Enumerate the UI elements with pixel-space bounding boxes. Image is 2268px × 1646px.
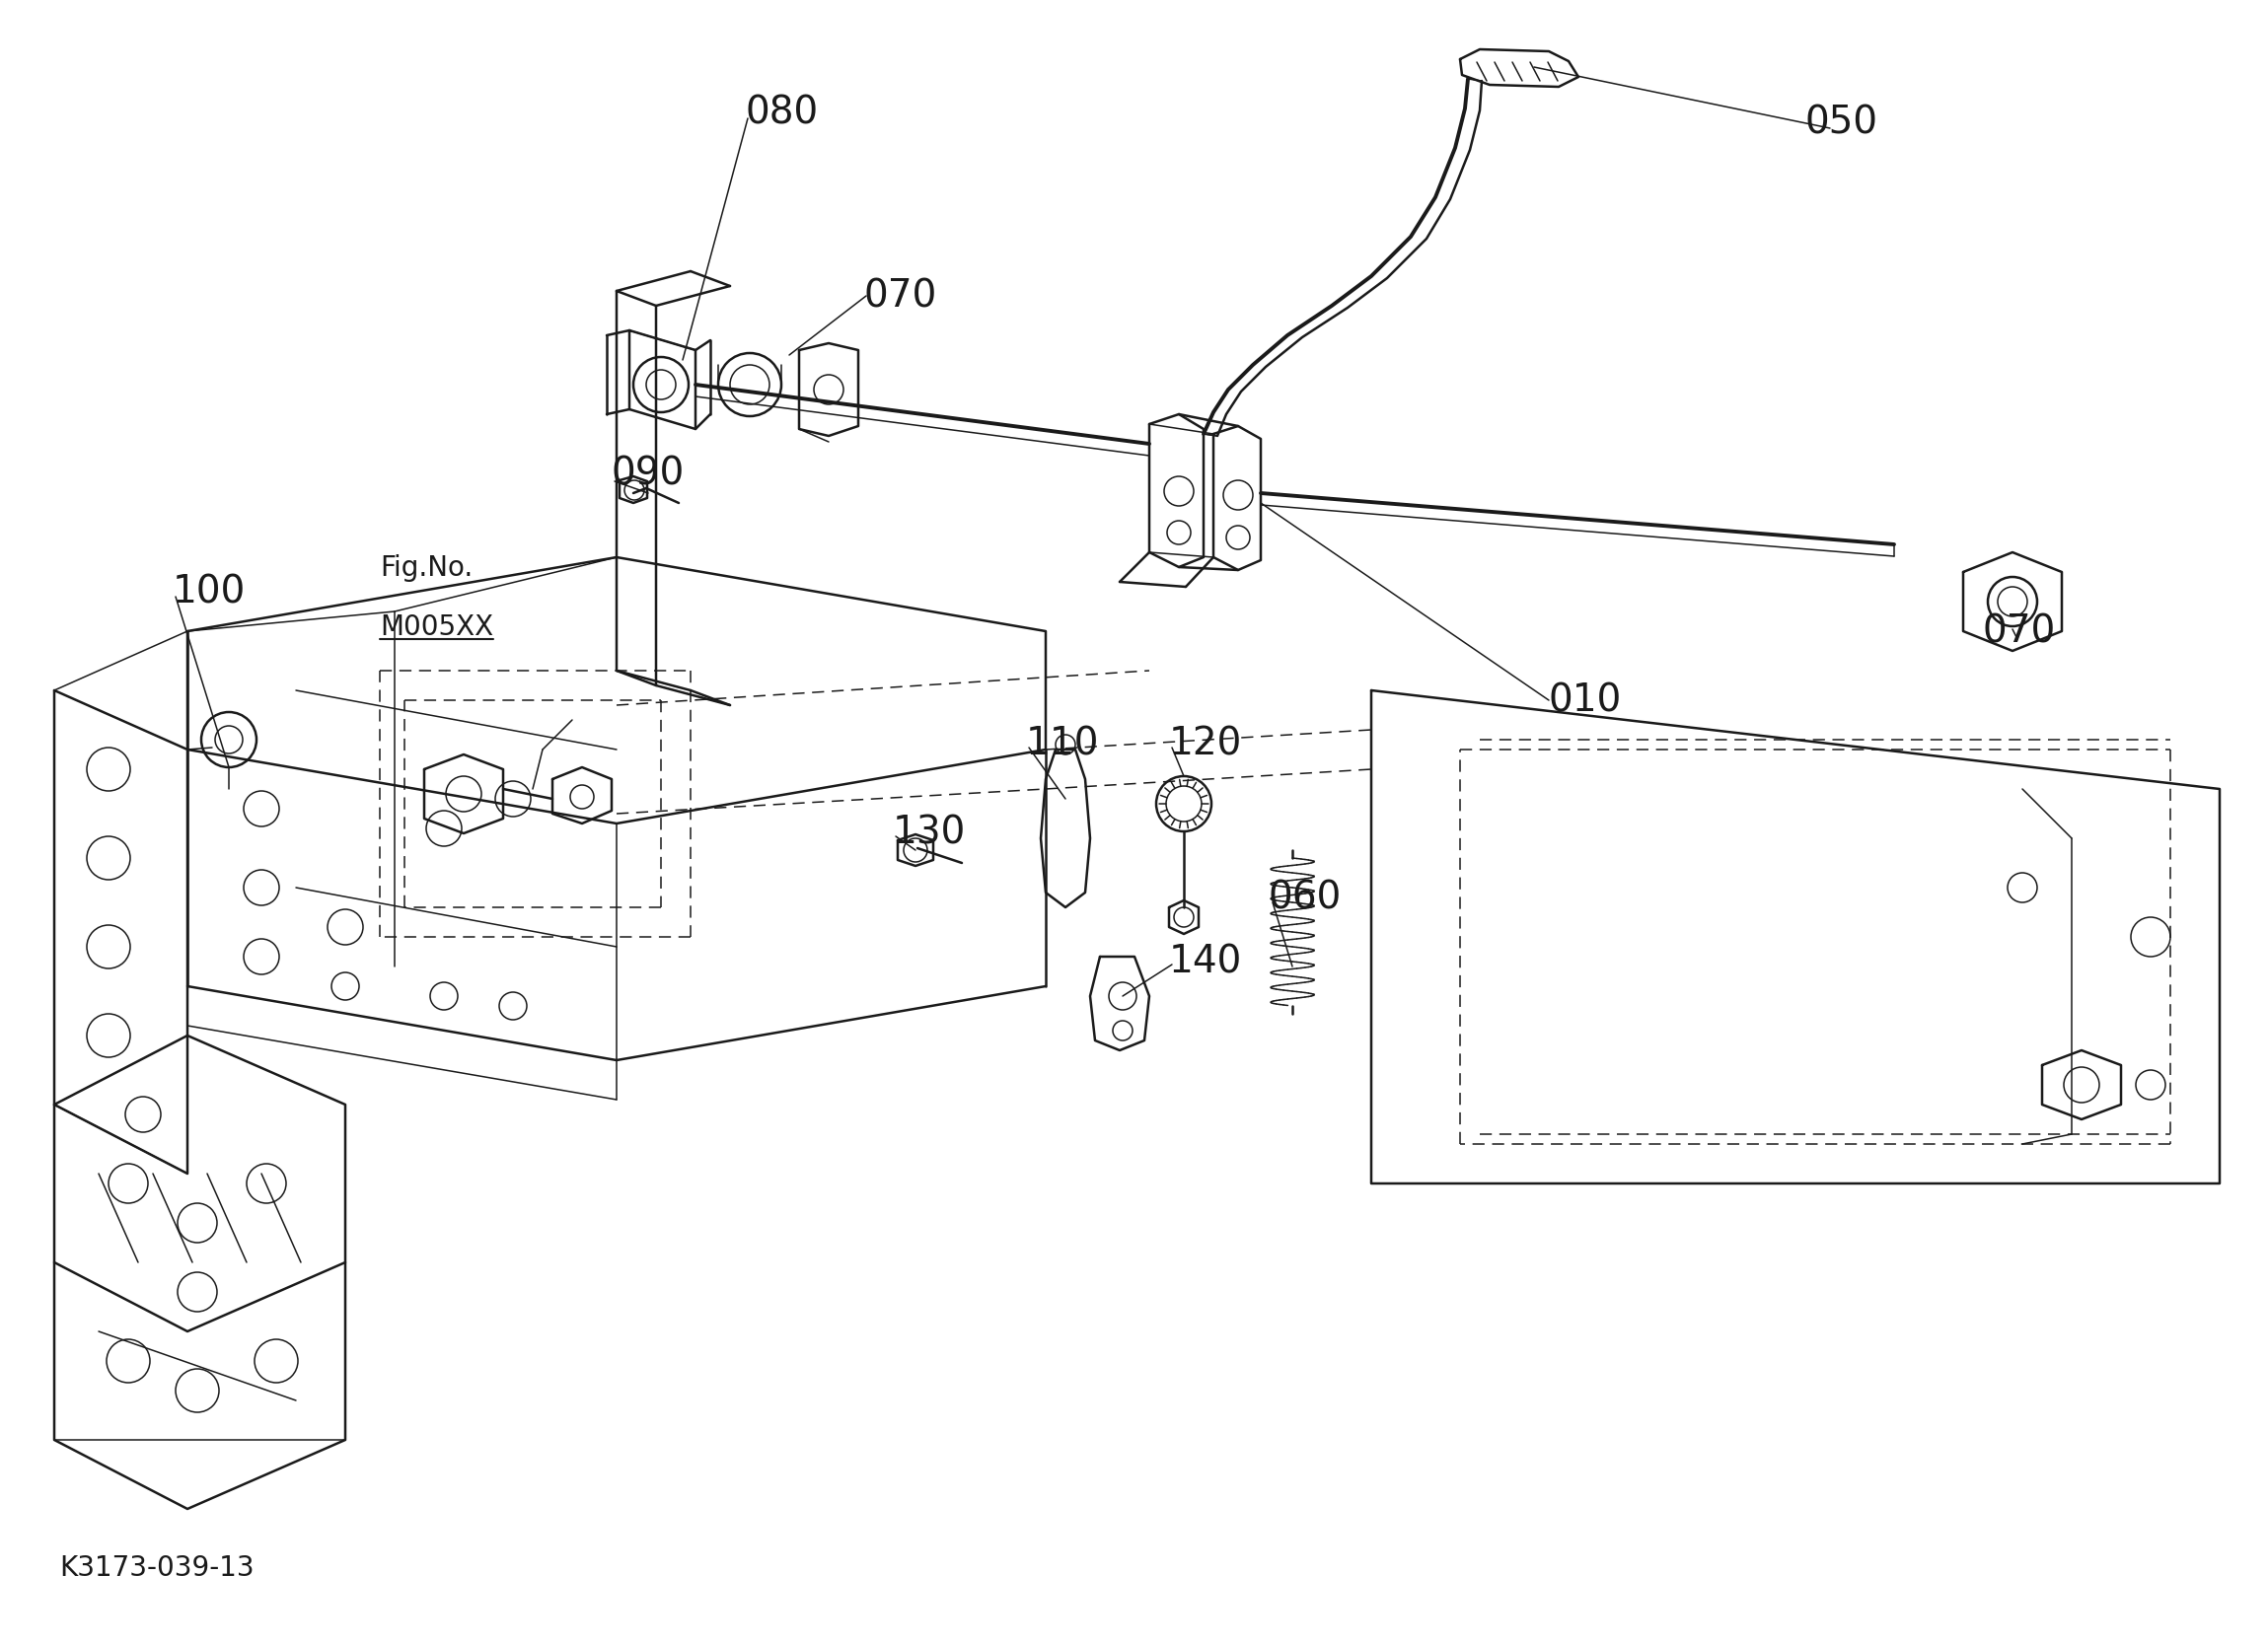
Text: 070: 070	[864, 277, 937, 314]
Text: Fig.No.: Fig.No.	[379, 555, 472, 583]
Text: 060: 060	[1268, 879, 1340, 917]
Text: 130: 130	[894, 815, 966, 853]
Text: 080: 080	[744, 95, 819, 132]
Text: 050: 050	[1805, 105, 1878, 142]
Text: 100: 100	[172, 573, 245, 611]
Text: 070: 070	[1982, 612, 2057, 650]
Text: M005XX: M005XX	[379, 614, 494, 640]
Text: 090: 090	[612, 454, 685, 492]
Text: 010: 010	[1549, 681, 1622, 719]
Text: 140: 140	[1168, 943, 1243, 981]
Text: 120: 120	[1168, 726, 1243, 764]
Text: K3173-039-13: K3173-039-13	[59, 1554, 254, 1582]
Text: 110: 110	[1025, 726, 1100, 764]
